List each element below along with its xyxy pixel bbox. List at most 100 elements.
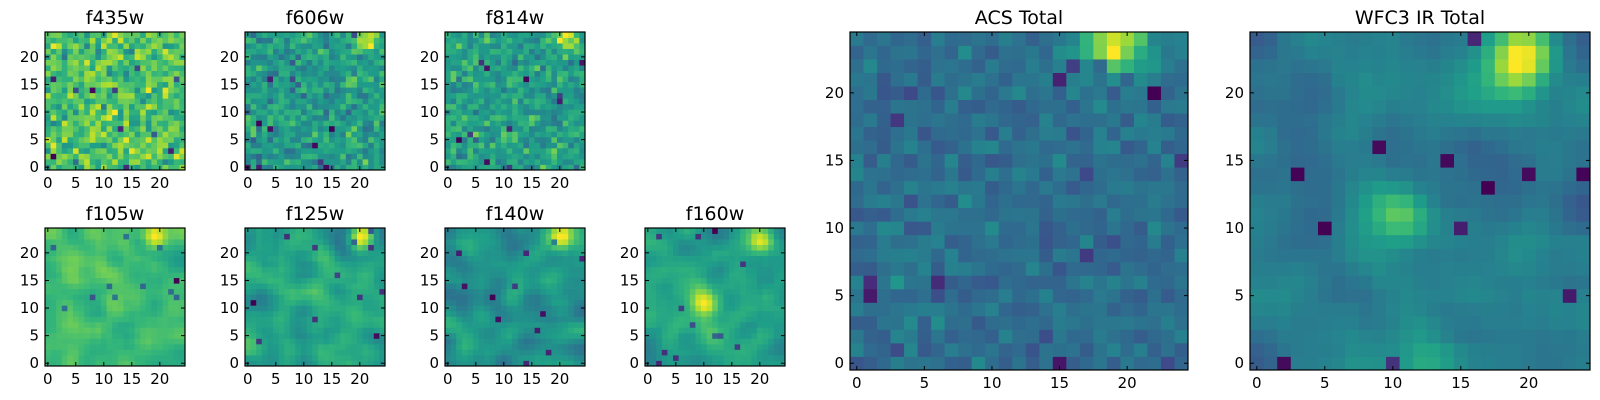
heatmap-cell bbox=[112, 266, 119, 273]
heatmap-cell bbox=[312, 261, 319, 268]
heatmap-cell bbox=[162, 332, 169, 339]
heatmap-cell bbox=[362, 354, 369, 361]
heatmap-cell bbox=[129, 158, 135, 165]
heatmap-cell bbox=[656, 310, 663, 317]
heatmap-cell bbox=[712, 233, 719, 240]
heatmap-cell bbox=[261, 43, 268, 49]
heatmap-cell bbox=[95, 283, 102, 290]
heatmap-cell bbox=[445, 349, 451, 356]
heatmap-cell bbox=[1120, 261, 1135, 276]
heatmap-cell bbox=[456, 153, 463, 160]
heatmap-cell bbox=[779, 255, 786, 262]
heatmap-cell bbox=[545, 54, 552, 60]
heatmap-cell bbox=[701, 354, 707, 361]
heatmap-cell bbox=[334, 354, 341, 361]
heatmap-cell bbox=[445, 59, 451, 66]
heatmap-cell bbox=[157, 70, 163, 77]
heatmap-cell bbox=[295, 103, 302, 110]
heatmap-cell bbox=[329, 266, 335, 273]
heatmap-cell bbox=[717, 288, 724, 295]
heatmap-cell bbox=[84, 164, 91, 171]
heatmap-cell bbox=[445, 354, 451, 361]
heatmap-cell bbox=[904, 302, 918, 317]
heatmap-cell bbox=[512, 272, 519, 279]
heatmap-cell bbox=[740, 272, 747, 279]
heatmap-cell bbox=[1106, 180, 1121, 195]
heatmap-cell bbox=[562, 92, 569, 99]
heatmap-cell bbox=[495, 59, 502, 66]
heatmap-cell bbox=[289, 142, 296, 149]
heatmap-cell bbox=[78, 310, 85, 317]
heatmap-cell bbox=[557, 136, 563, 143]
heatmap-cell bbox=[673, 266, 679, 273]
heatmap-cell bbox=[695, 338, 702, 345]
heatmap-cell bbox=[650, 310, 657, 317]
heatmap-cell bbox=[301, 239, 307, 245]
heatmap-cell bbox=[312, 32, 319, 38]
heatmap-cell bbox=[373, 343, 380, 350]
heatmap-cell bbox=[157, 147, 163, 154]
heatmap-cell bbox=[267, 343, 274, 350]
heatmap-cell bbox=[944, 356, 959, 371]
heatmap-cell bbox=[61, 288, 68, 295]
heatmap-cell bbox=[689, 233, 696, 240]
heatmap-cell bbox=[501, 76, 507, 83]
heatmap-cell bbox=[61, 153, 68, 160]
heatmap-cell bbox=[512, 125, 519, 132]
heatmap-cell bbox=[123, 114, 130, 121]
heatmap-cell bbox=[473, 239, 479, 245]
heatmap-cell bbox=[261, 354, 268, 361]
heatmap-cell bbox=[157, 299, 163, 306]
heatmap-cell bbox=[368, 109, 375, 116]
heatmap-cell bbox=[250, 158, 257, 165]
heatmap-cell bbox=[117, 332, 124, 339]
heatmap-cell bbox=[67, 164, 74, 171]
heatmap-cell bbox=[340, 228, 347, 234]
heatmap-cell bbox=[162, 164, 169, 171]
heatmap-cell bbox=[162, 288, 169, 295]
heatmap-cell bbox=[473, 299, 479, 306]
heatmap-cell bbox=[151, 294, 158, 301]
heatmap-cell bbox=[273, 338, 279, 345]
heatmap-cell bbox=[484, 354, 491, 361]
heatmap-cell bbox=[517, 70, 524, 77]
heatmap-cell bbox=[84, 48, 91, 55]
heatmap-cell bbox=[534, 54, 541, 60]
heatmap-cell bbox=[523, 233, 530, 240]
heatmap-cell bbox=[673, 233, 679, 240]
heatmap-cell bbox=[45, 321, 51, 328]
heatmap-cell bbox=[173, 299, 180, 306]
heatmap-cell bbox=[557, 332, 563, 339]
heatmap-cell bbox=[368, 283, 375, 290]
heatmap-cell bbox=[151, 261, 158, 268]
heatmap-cell bbox=[357, 294, 363, 301]
heatmap-cell bbox=[261, 244, 268, 251]
heatmap-cell bbox=[129, 70, 135, 77]
heatmap-cell bbox=[357, 255, 363, 262]
heatmap-cell bbox=[101, 87, 107, 94]
heatmap-cell bbox=[368, 272, 375, 279]
heatmap-cell bbox=[517, 250, 524, 256]
heatmap-cell bbox=[306, 103, 313, 110]
heatmap-cell bbox=[944, 302, 959, 317]
heatmap-cell bbox=[78, 327, 85, 334]
heatmap-cell bbox=[971, 194, 986, 209]
heatmap-cell bbox=[357, 158, 363, 165]
heatmap-cell bbox=[678, 261, 685, 268]
heatmap-cell bbox=[467, 283, 474, 290]
heatmap-cell bbox=[312, 360, 319, 367]
heatmap-cell bbox=[529, 321, 535, 328]
heatmap-cell bbox=[173, 120, 180, 127]
heatmap-cell bbox=[256, 142, 263, 149]
heatmap-cell bbox=[689, 255, 696, 262]
heatmap-cell bbox=[489, 43, 496, 49]
heatmap-cell bbox=[489, 266, 496, 273]
heatmap-cell bbox=[506, 103, 513, 110]
heatmap-cell bbox=[89, 266, 96, 273]
heatmap-cell bbox=[573, 266, 580, 273]
heatmap-cell bbox=[84, 250, 91, 256]
heatmap-cell bbox=[706, 272, 713, 279]
heatmap-cell bbox=[329, 349, 335, 356]
heatmap-cell bbox=[106, 310, 113, 317]
heatmap-cell bbox=[340, 272, 347, 279]
